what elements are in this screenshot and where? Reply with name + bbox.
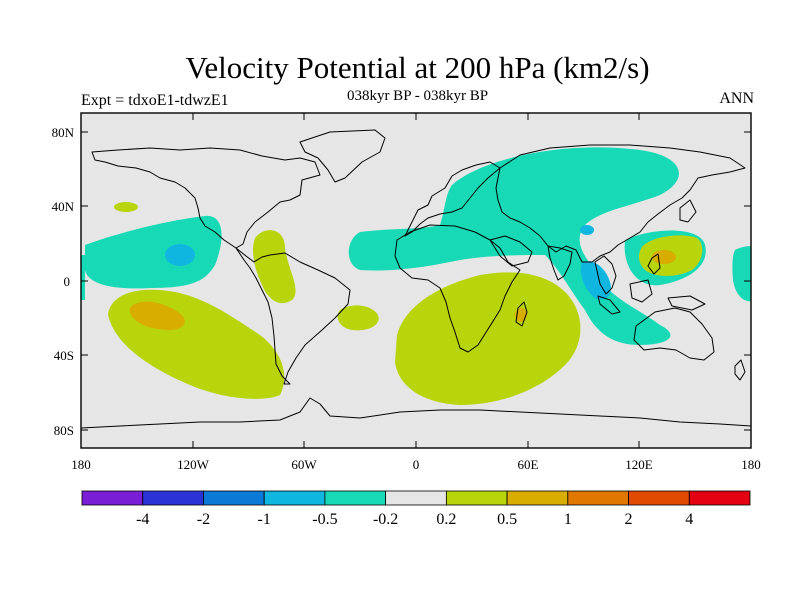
colorbar-label: -1	[258, 511, 271, 528]
coast-sumatra	[597, 295, 621, 315]
colorbar-swatch	[81, 490, 144, 506]
contour-epacific-minus1	[165, 244, 195, 266]
contour-southern-africa-positive	[395, 272, 581, 405]
coast-antarctica	[81, 397, 751, 429]
lon-label-120w: 120W	[177, 457, 210, 472]
contour-south-pacific-orange	[129, 301, 185, 330]
coast-india	[547, 245, 573, 281]
chart-title: Velocity Potential at 200 hPa (km2/s)	[185, 50, 650, 85]
lon-label-180e: 180	[741, 457, 761, 472]
colorbar-label: 2	[625, 511, 633, 528]
coast-greenland	[299, 129, 386, 183]
lat-label-40s: 40S	[54, 348, 74, 363]
colorbar-swatch	[203, 490, 265, 506]
contour-epacific-negative	[85, 215, 222, 289]
contour-east-edge-negative	[732, 246, 751, 302]
coast-borneo	[629, 279, 653, 303]
coast-africa	[394, 224, 521, 353]
lon-label-180w: 180	[71, 457, 91, 472]
lon-label-60w: 60W	[291, 457, 317, 472]
colorbar-label: 4	[685, 511, 693, 528]
colorbar-swatch	[506, 490, 569, 506]
colorbar-label: -0.5	[312, 511, 337, 528]
coast-asia	[495, 144, 746, 263]
lat-label-0: 0	[64, 274, 71, 289]
colorbar-label: -0.2	[373, 511, 398, 528]
colorbar: -4 -2 -1 -0.5 -0.2 0.2 0.5 1 2 4	[81, 490, 751, 528]
coast-australia	[633, 307, 715, 361]
contour-fills	[81, 147, 751, 405]
coast-north-america	[91, 147, 321, 249]
coastlines	[81, 129, 751, 429]
colorbar-swatch	[567, 490, 629, 506]
colorbar-swatch	[263, 490, 326, 506]
experiment-label: Expt = tdxoE1-tdwzE1	[81, 92, 229, 109]
coast-madagascar	[515, 301, 528, 327]
colorbar-label: 0.2	[436, 511, 456, 528]
coast-south-america	[235, 247, 351, 385]
contour-natlantic-positive	[114, 202, 138, 212]
contour-wpacific-orange	[652, 250, 676, 264]
colorbar-label: -2	[197, 511, 210, 528]
lon-label-0: 0	[413, 457, 420, 472]
colorbar-swatch	[324, 490, 387, 506]
chart-subtitle: 038kyr BP - 038kyr BP	[346, 88, 489, 104]
lat-label-80n: 80N	[52, 125, 75, 140]
axis-ticks	[80, 113, 752, 448]
colorbar-swatch	[142, 490, 204, 506]
coast-arabia	[489, 235, 533, 267]
contour-arabia-minus1	[580, 225, 594, 235]
lon-label-60e: 60E	[518, 457, 539, 472]
lon-label-120e: 120E	[625, 457, 653, 472]
coast-new-guinea	[667, 295, 706, 311]
lat-label-40n: 40N	[52, 199, 75, 214]
coast-japan	[679, 199, 697, 223]
colorbar-swatch	[445, 490, 508, 506]
contour-west-edge-negative	[81, 255, 85, 300]
coast-se-asia	[594, 255, 617, 295]
contour-satlantic-positive	[337, 305, 379, 331]
colorbar-label: 0.5	[497, 511, 517, 528]
colorbar-swatch	[628, 490, 690, 506]
lat-label-80s: 80S	[54, 423, 74, 438]
contour-caribbean-positive	[252, 230, 296, 304]
colorbar-label: 1	[564, 511, 572, 528]
season-label: ANN	[719, 90, 754, 107]
colorbar-label: -4	[136, 511, 149, 528]
coast-philippines	[647, 253, 661, 275]
coast-new-zealand	[734, 359, 746, 381]
colorbar-swatch	[385, 490, 447, 506]
colorbar-swatch	[688, 490, 751, 506]
